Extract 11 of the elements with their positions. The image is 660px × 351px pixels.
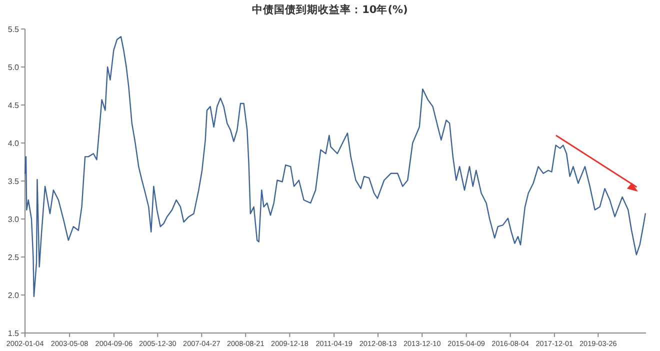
line-series (24, 36, 646, 298)
y-tick-label: 3.5 (8, 176, 20, 186)
y-tick-label: 1.5 (8, 328, 20, 338)
y-tick-label: 2.5 (8, 252, 20, 262)
chart-title: 中债国债到期收益率：10年(%) (252, 3, 408, 16)
y-tick-label: 2.0 (8, 290, 20, 300)
y-tick-label: 5.0 (8, 62, 20, 72)
y-tick-label: 3.0 (8, 214, 20, 224)
y-tick-label: 4.0 (8, 138, 20, 148)
y-tick-label: 4.5 (8, 100, 20, 110)
y-tick-label: 5.5 (8, 24, 20, 34)
